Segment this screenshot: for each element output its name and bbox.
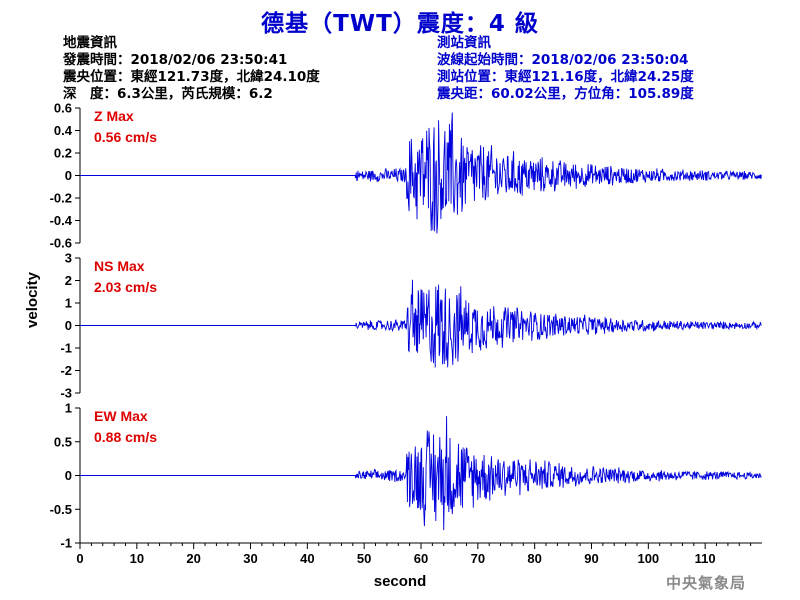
x-tick-label: 40 — [300, 551, 314, 566]
y-tick-label: -0.4 — [50, 213, 73, 228]
max-value-z: 0.56 cm/s — [94, 129, 157, 145]
y-tick-label: 0.6 — [54, 101, 72, 116]
station-info-heading: 測站資訊 — [437, 35, 491, 51]
max-label-ns: NS Max — [94, 258, 145, 274]
y-axis-title: velocity — [24, 271, 41, 328]
max-label-z: Z Max — [94, 108, 134, 124]
y-tick-label: 1 — [65, 401, 72, 416]
y-tick-label: 0.4 — [54, 123, 73, 138]
wave-start-time: 波線起始時間：2018/02/06 23:50:04 — [437, 52, 689, 68]
x-axis-title: second — [374, 573, 427, 590]
trace-ew — [80, 416, 762, 531]
max-value-ew: 0.88 cm/s — [94, 429, 157, 445]
x-tick-label: 110 — [695, 551, 716, 566]
y-tick-label: 0 — [65, 318, 72, 333]
station-info-block: 測站資訊 波線起始時間：2018/02/06 23:50:04 測站位置：東經1… — [437, 35, 694, 103]
y-tick-label: 2 — [65, 273, 72, 288]
agency-footer: 中央氣象局 — [665, 574, 746, 592]
x-tick-label: 90 — [584, 551, 598, 566]
epicenter: 震央位置：東經121.73度，北緯24.10度 — [63, 69, 320, 85]
y-tick-label: 0.2 — [54, 146, 72, 161]
y-tick-label: -2 — [60, 363, 72, 378]
y-tick-label: -1 — [60, 536, 72, 551]
origin-time: 發震時間：2018/02/06 23:50:41 — [63, 52, 288, 68]
max-label-ew: EW Max — [94, 408, 148, 424]
depth-magnitude: 深 度：6.3公里，芮氏規模：6.2 — [63, 86, 273, 102]
trace-z — [80, 112, 762, 234]
x-tick-label: 50 — [357, 551, 371, 566]
y-tick-label: -0.5 — [50, 502, 72, 517]
x-tick-label: 80 — [527, 551, 541, 566]
trace-ns — [80, 279, 762, 368]
distance-azimuth: 震央距：60.02公里，方位角：105.89度 — [437, 86, 694, 102]
station-location: 測站位置：東經121.16度，北緯24.25度 — [437, 69, 694, 85]
y-tick-label: -3 — [60, 386, 72, 401]
x-tick-label: 10 — [130, 551, 144, 566]
event-info-heading: 地震資訊 — [63, 35, 117, 51]
y-tick-label: -0.2 — [50, 191, 72, 206]
y-tick-label: -0.6 — [50, 236, 72, 251]
y-tick-label: 0.5 — [54, 434, 72, 449]
y-tick-label: 0 — [65, 468, 72, 483]
x-tick-label: 70 — [471, 551, 485, 566]
max-value-ns: 2.03 cm/s — [94, 279, 157, 295]
x-tick-label: 60 — [414, 551, 428, 566]
y-tick-label: 1 — [65, 296, 72, 311]
page-title: 德基（TWT）震度：4 級 — [261, 11, 539, 37]
x-tick-label: 30 — [243, 551, 257, 566]
x-tick-label: 100 — [637, 551, 659, 566]
y-tick-label: -1 — [60, 341, 72, 356]
y-tick-label: 3 — [65, 251, 72, 266]
event-info-block: 地震資訊 發震時間：2018/02/06 23:50:41 震央位置：東經121… — [63, 35, 320, 103]
x-tick-label: 0 — [76, 551, 83, 566]
y-tick-label: 0 — [65, 168, 72, 183]
x-tick-label: 20 — [186, 551, 200, 566]
